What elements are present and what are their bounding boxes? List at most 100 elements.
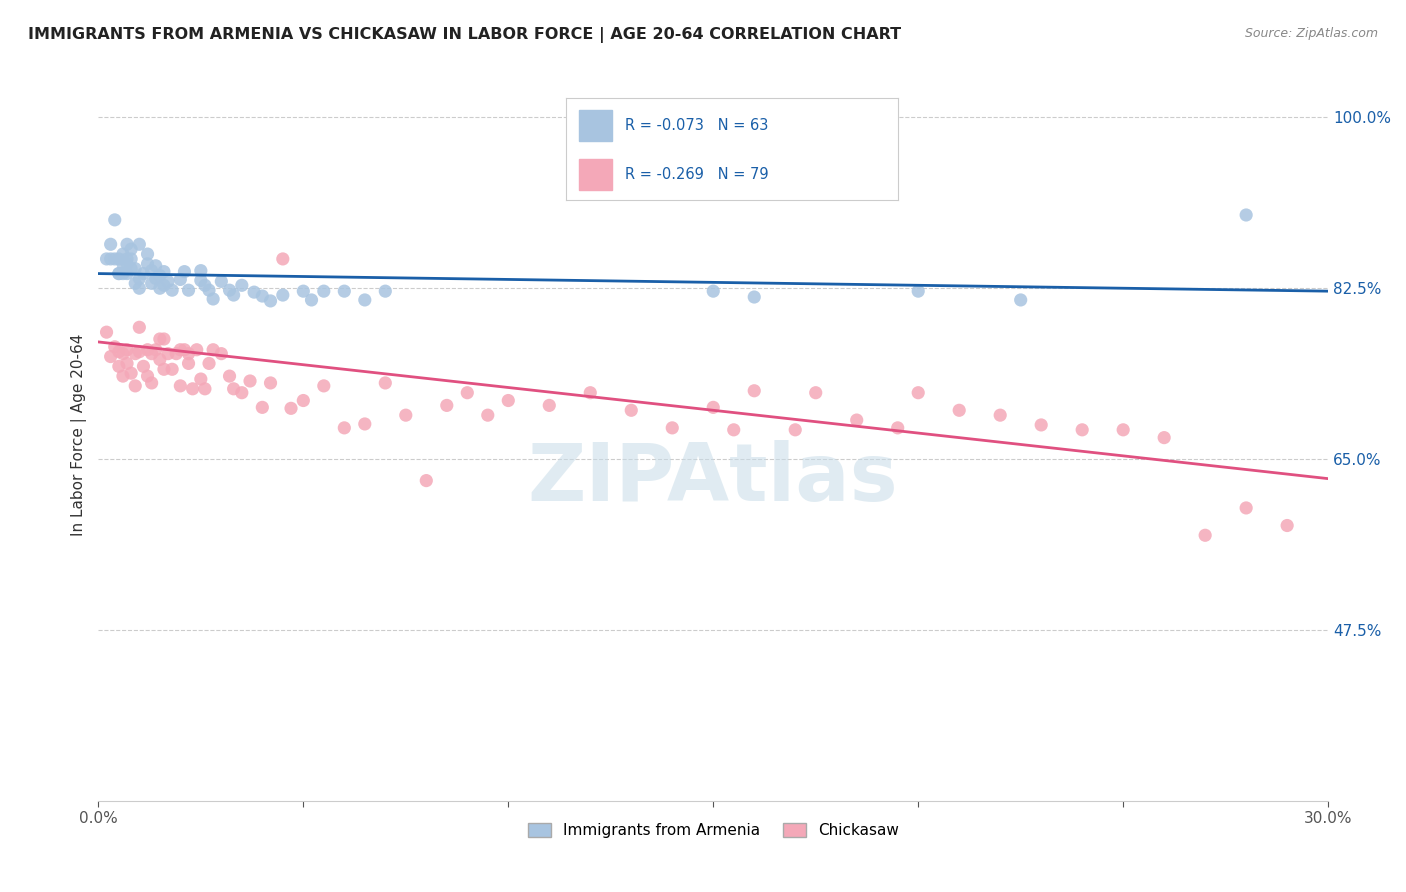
Point bbox=[742, 290, 765, 304]
Point bbox=[115, 257, 138, 271]
Point bbox=[202, 292, 225, 306]
Point bbox=[149, 352, 172, 367]
Point bbox=[149, 332, 172, 346]
Point bbox=[132, 267, 155, 281]
Point bbox=[145, 259, 167, 273]
Point bbox=[292, 284, 315, 298]
Point bbox=[132, 359, 155, 374]
Point bbox=[157, 274, 180, 288]
Point bbox=[190, 273, 212, 287]
Point bbox=[907, 284, 929, 298]
Point bbox=[271, 252, 294, 266]
Point bbox=[1112, 423, 1135, 437]
Point bbox=[231, 278, 253, 293]
Point bbox=[702, 401, 724, 415]
Point bbox=[1234, 208, 1257, 222]
Point bbox=[145, 343, 167, 357]
Point bbox=[312, 379, 335, 393]
Point bbox=[124, 346, 146, 360]
Point bbox=[186, 343, 208, 357]
Point bbox=[165, 346, 187, 360]
Point bbox=[153, 362, 176, 376]
Point bbox=[115, 356, 138, 370]
Point bbox=[153, 265, 176, 279]
Point bbox=[702, 284, 724, 298]
Point bbox=[353, 293, 375, 307]
Point bbox=[111, 267, 134, 281]
Point bbox=[136, 247, 159, 261]
Point bbox=[108, 252, 131, 266]
Point bbox=[538, 398, 561, 412]
Point bbox=[198, 356, 221, 370]
Point bbox=[141, 263, 163, 277]
Point bbox=[120, 242, 142, 256]
Point bbox=[177, 346, 200, 360]
Text: Source: ZipAtlas.com: Source: ZipAtlas.com bbox=[1244, 27, 1378, 40]
Point bbox=[141, 277, 163, 291]
Point bbox=[100, 237, 122, 252]
Point bbox=[1010, 293, 1032, 307]
Point bbox=[96, 252, 118, 266]
Point bbox=[136, 257, 159, 271]
Point bbox=[111, 369, 134, 384]
Point bbox=[115, 237, 138, 252]
Point bbox=[124, 261, 146, 276]
Point bbox=[252, 289, 274, 303]
Point bbox=[198, 283, 221, 297]
Point bbox=[886, 421, 908, 435]
Point bbox=[333, 284, 356, 298]
Point bbox=[477, 408, 499, 422]
Point bbox=[169, 379, 191, 393]
Point bbox=[845, 413, 868, 427]
Point bbox=[141, 376, 163, 390]
Point bbox=[157, 346, 180, 360]
Legend: Immigrants from Armenia, Chickasaw: Immigrants from Armenia, Chickasaw bbox=[522, 817, 905, 845]
Point bbox=[252, 401, 274, 415]
Point bbox=[579, 385, 602, 400]
Point bbox=[108, 267, 131, 281]
Point bbox=[111, 247, 134, 261]
Point bbox=[1234, 500, 1257, 515]
Point bbox=[160, 283, 183, 297]
Point bbox=[259, 293, 281, 308]
Point bbox=[120, 261, 142, 276]
Point bbox=[120, 366, 142, 380]
Point bbox=[190, 372, 212, 386]
Text: IMMIGRANTS FROM ARMENIA VS CHICKASAW IN LABOR FORCE | AGE 20-64 CORRELATION CHAR: IMMIGRANTS FROM ARMENIA VS CHICKASAW IN … bbox=[28, 27, 901, 43]
Point bbox=[104, 212, 127, 227]
Point bbox=[374, 284, 396, 298]
Point bbox=[153, 278, 176, 293]
Point bbox=[907, 385, 929, 400]
Point bbox=[128, 320, 150, 334]
Point bbox=[292, 393, 315, 408]
Point bbox=[104, 252, 127, 266]
Point bbox=[456, 385, 478, 400]
Point bbox=[1071, 423, 1094, 437]
Point bbox=[181, 382, 204, 396]
Point bbox=[280, 401, 302, 416]
Point bbox=[301, 293, 323, 307]
Point bbox=[222, 382, 245, 396]
Point bbox=[115, 252, 138, 266]
Point bbox=[804, 385, 827, 400]
Point bbox=[498, 393, 520, 408]
Point bbox=[395, 408, 418, 422]
Point bbox=[145, 271, 167, 285]
Point bbox=[100, 252, 122, 266]
Text: ZIPAtlas: ZIPAtlas bbox=[527, 440, 898, 517]
Point bbox=[620, 403, 643, 417]
Point bbox=[149, 268, 172, 283]
Point bbox=[115, 343, 138, 357]
Point bbox=[231, 385, 253, 400]
Point bbox=[785, 423, 807, 437]
Point bbox=[1194, 528, 1216, 542]
Point bbox=[128, 271, 150, 285]
Point bbox=[108, 359, 131, 374]
Point bbox=[177, 356, 200, 370]
Point bbox=[173, 265, 195, 279]
Point bbox=[120, 252, 142, 266]
Point bbox=[149, 281, 172, 295]
Point bbox=[153, 332, 176, 346]
Point bbox=[742, 384, 765, 398]
Point bbox=[177, 283, 200, 297]
